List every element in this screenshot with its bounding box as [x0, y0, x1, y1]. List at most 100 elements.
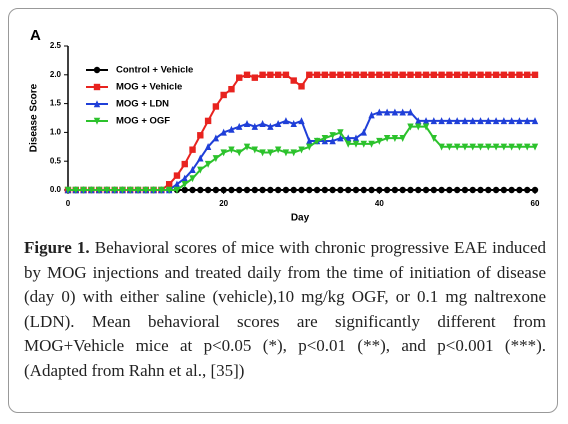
data-point [531, 186, 539, 194]
data-point [391, 71, 399, 78]
data-point [228, 186, 235, 194]
y-tick-label: 2.0 [50, 70, 62, 79]
data-point [492, 71, 500, 78]
data-point [508, 186, 515, 194]
data-point [352, 140, 360, 148]
data-point [64, 186, 72, 194]
y-tick-label: 1.0 [50, 128, 62, 137]
data-point [446, 71, 453, 78]
data-point [111, 186, 118, 194]
data-point [251, 74, 258, 81]
data-point [181, 186, 188, 194]
data-point [282, 71, 290, 78]
data-point [399, 71, 406, 78]
caption: Figure 1. Behavioral scores of mice with… [24, 236, 546, 383]
data-point [259, 119, 266, 127]
data-point [383, 71, 391, 78]
data-point [500, 71, 508, 78]
data-point [329, 132, 336, 140]
data-point [173, 172, 181, 179]
figure-frame [8, 8, 558, 413]
data-point [415, 123, 422, 131]
legend-marker [93, 100, 101, 108]
data-point [251, 186, 258, 194]
data-point [251, 122, 258, 130]
data-point [453, 143, 461, 151]
data-point [415, 117, 422, 125]
data-point [189, 186, 196, 194]
legend-marker [93, 66, 101, 74]
data-point [500, 186, 508, 194]
data-point [524, 143, 531, 151]
data-point [181, 160, 188, 168]
data-point [438, 186, 445, 194]
legend-label: MOG + OGF [116, 116, 170, 127]
panel-label: A [30, 27, 41, 44]
data-point [399, 186, 406, 194]
data-point [438, 117, 445, 125]
data-point [337, 71, 344, 78]
data-point [88, 186, 95, 194]
data-point [492, 186, 500, 194]
data-point [500, 143, 508, 151]
data-point [290, 119, 297, 127]
data-point [337, 134, 344, 142]
data-point [531, 117, 539, 125]
data-point [220, 186, 227, 194]
data-point [485, 117, 492, 125]
data-point [259, 186, 266, 194]
data-point [345, 186, 352, 194]
data-point [352, 71, 360, 78]
data-point [376, 108, 383, 116]
data-point [399, 108, 406, 116]
legend-marker [93, 117, 101, 125]
data-point [228, 146, 235, 154]
data-point [243, 186, 251, 194]
data-point [453, 186, 461, 194]
data-point [422, 117, 430, 125]
data-point [298, 117, 305, 125]
data-point [181, 181, 188, 189]
y-tick-label: 1.5 [50, 99, 62, 108]
data-point [453, 71, 461, 78]
legend-label: MOG + LDN [116, 99, 169, 110]
data-point [438, 143, 445, 151]
data-point [345, 71, 352, 78]
data-point [430, 186, 438, 194]
data-point [352, 186, 360, 194]
data-point [407, 186, 414, 194]
data-point [306, 137, 313, 145]
data-point [329, 71, 336, 78]
caption-label: Figure 1. [24, 238, 90, 257]
data-point [415, 71, 422, 78]
data-point [80, 186, 87, 194]
data-point [391, 134, 399, 142]
data-point [181, 174, 188, 182]
data-point [446, 186, 453, 194]
data-point [243, 119, 251, 127]
data-point [173, 180, 181, 188]
data-point [142, 186, 150, 194]
data-point [485, 186, 492, 194]
data-point [453, 117, 461, 125]
x-tick-label: 0 [66, 199, 71, 208]
caption-text: Behavioral scores of mice with chronic p… [24, 238, 546, 380]
data-point [492, 117, 500, 125]
y-tick-label: 0.5 [50, 156, 62, 165]
data-point [383, 186, 391, 194]
data-point [321, 186, 329, 194]
data-point [422, 123, 430, 131]
data-point [236, 186, 243, 194]
data-point [516, 186, 523, 194]
data-point [313, 186, 321, 194]
y-axis-label: Disease Score [29, 83, 40, 152]
data-point [267, 149, 274, 157]
data-point [461, 117, 469, 125]
x-axis-label: Day [291, 213, 310, 224]
data-point [228, 86, 235, 93]
data-point [274, 186, 282, 194]
data-point [477, 186, 484, 194]
data-point [407, 123, 414, 131]
data-point [524, 71, 531, 78]
x-tick-label: 20 [219, 199, 228, 208]
